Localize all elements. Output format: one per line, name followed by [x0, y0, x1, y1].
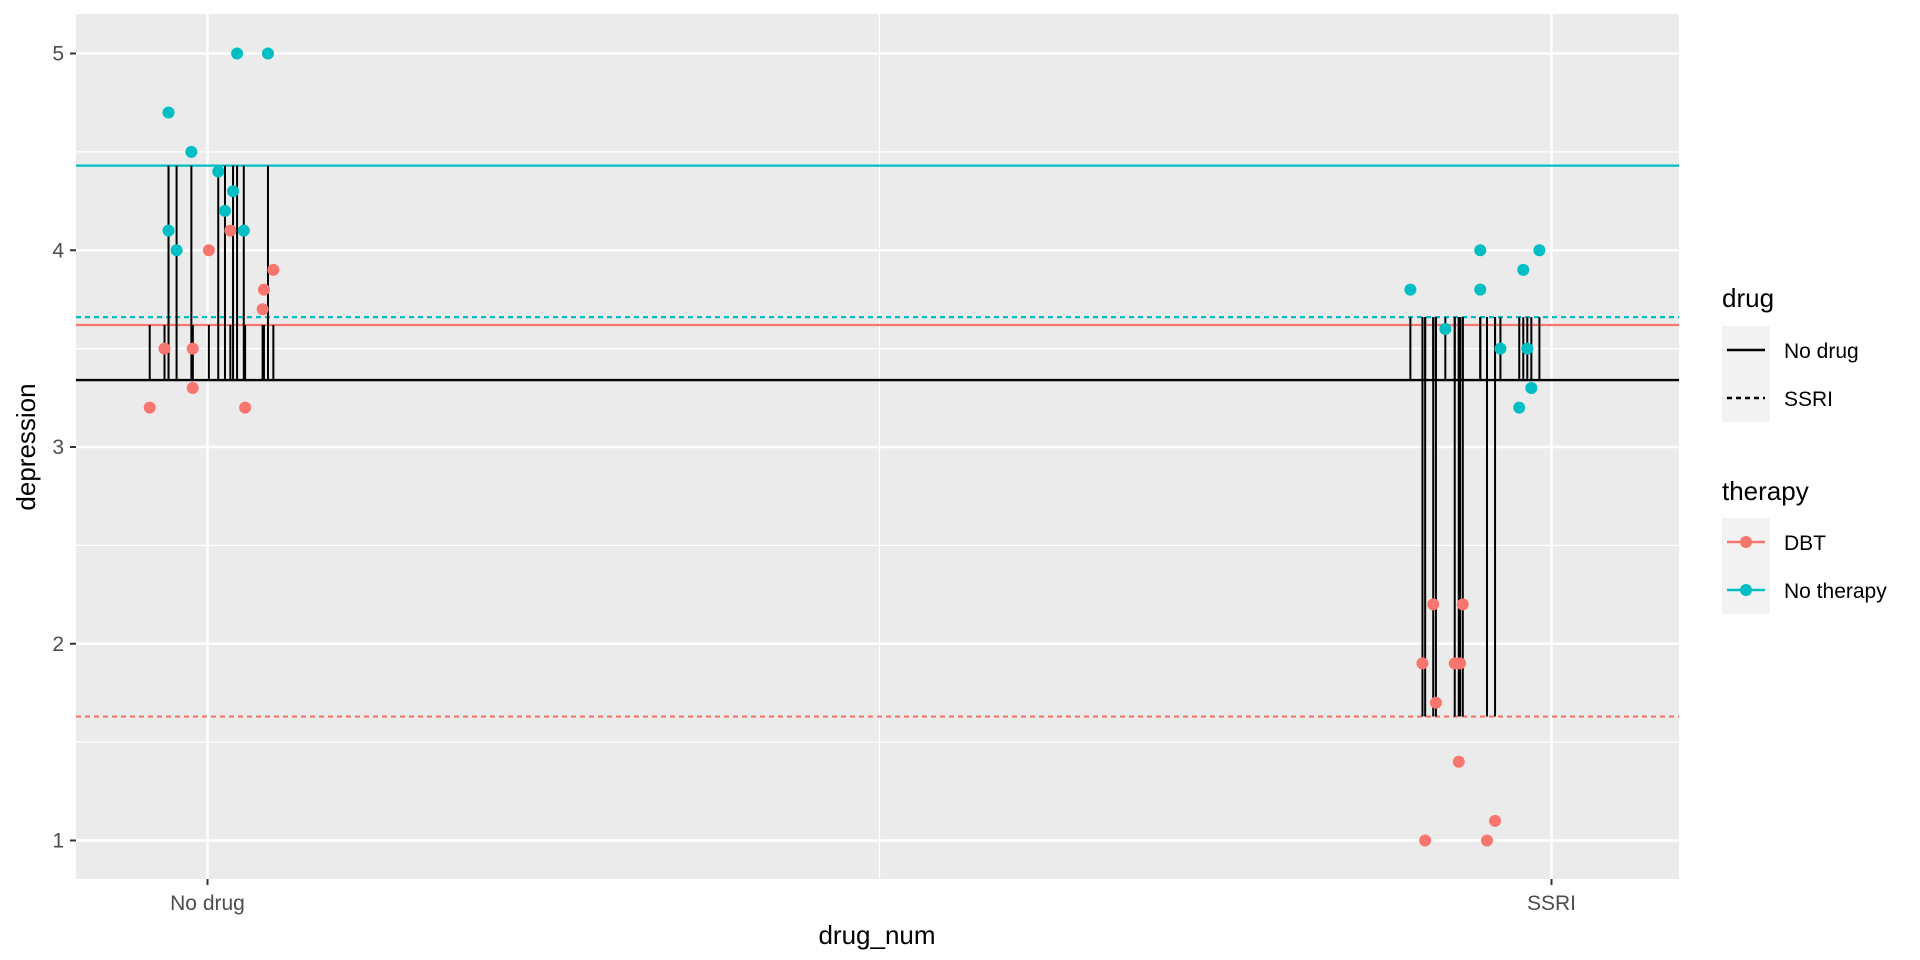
data-point-dbt [239, 401, 252, 414]
data-point-dbt [1454, 657, 1467, 670]
legend-therapy-title: therapy [1722, 476, 1809, 506]
legend-label-ssri: SSRI [1784, 388, 1833, 411]
data-point-no-therapy [185, 145, 198, 158]
data-point-dbt [202, 244, 215, 257]
data-point-no-therapy [218, 204, 231, 217]
residual-segments [148, 165, 1541, 717]
data-point-no-therapy [1513, 401, 1526, 414]
x-tick-label: SSRI [1527, 892, 1576, 915]
data-point-dbt [256, 303, 269, 316]
data-point-no-therapy [231, 47, 244, 60]
y-tick-label: 2 [52, 633, 64, 656]
data-point-dbt [1452, 755, 1465, 768]
data-point-dbt [158, 342, 171, 355]
x-axis-title: drug_num [818, 920, 935, 950]
legend-drug-title: drug [1722, 283, 1774, 313]
y-tick-label: 1 [52, 830, 64, 853]
legend-drug: drug No drug SSRI [1722, 283, 1859, 422]
data-point-dbt [186, 342, 199, 355]
y-tick-label: 3 [52, 436, 64, 459]
data-points [143, 47, 1546, 847]
data-point-dbt [257, 283, 270, 296]
data-point-dbt [186, 381, 199, 394]
y-tick-label: 5 [52, 43, 64, 66]
data-point-dbt [1456, 598, 1469, 611]
data-point-dbt [1480, 834, 1493, 847]
legend-label-no-drug: No drug [1784, 340, 1859, 363]
data-point-dbt [1429, 696, 1442, 709]
data-point-no-therapy [227, 185, 240, 198]
data-point-dbt [1416, 657, 1429, 670]
data-point-no-therapy [1533, 244, 1546, 257]
data-point-dbt [143, 401, 156, 414]
data-point-no-therapy [1404, 283, 1417, 296]
y-axis: 1 2 3 4 5 [52, 43, 76, 853]
data-point-no-therapy [212, 165, 225, 178]
minor-gridlines [76, 14, 1679, 879]
data-point-dbt [1427, 598, 1440, 611]
legend-therapy: therapy DBT No therapy [1722, 476, 1887, 614]
data-point-dbt [1419, 834, 1432, 847]
data-point-dbt [267, 263, 280, 276]
mean-lines [76, 164, 1679, 718]
data-point-no-therapy [1521, 342, 1534, 355]
data-point-no-therapy [261, 47, 274, 60]
data-point-no-therapy [162, 224, 175, 237]
data-point-no-therapy [1517, 263, 1530, 276]
legend-point-no-therapy [1740, 584, 1752, 596]
data-point-no-therapy [1494, 342, 1507, 355]
data-point-no-therapy [1474, 283, 1487, 296]
y-axis-title: depression [11, 383, 41, 510]
data-point-no-therapy [170, 244, 183, 257]
data-point-no-therapy [1525, 381, 1538, 394]
x-axis: No drug SSRI [170, 879, 1576, 915]
legend-point-dbt [1740, 536, 1752, 548]
x-tick-label: No drug [170, 892, 245, 915]
data-point-no-therapy [1439, 322, 1452, 335]
data-point-no-therapy [1474, 244, 1487, 257]
legend-label-no-therapy: No therapy [1784, 580, 1887, 603]
data-point-dbt [1489, 814, 1502, 827]
legend-label-dbt: DBT [1784, 532, 1826, 555]
data-point-dbt [224, 224, 237, 237]
major-gridlines [76, 14, 1679, 879]
data-point-no-therapy [237, 224, 250, 237]
y-tick-label: 4 [52, 239, 64, 262]
data-point-no-therapy [162, 106, 175, 119]
